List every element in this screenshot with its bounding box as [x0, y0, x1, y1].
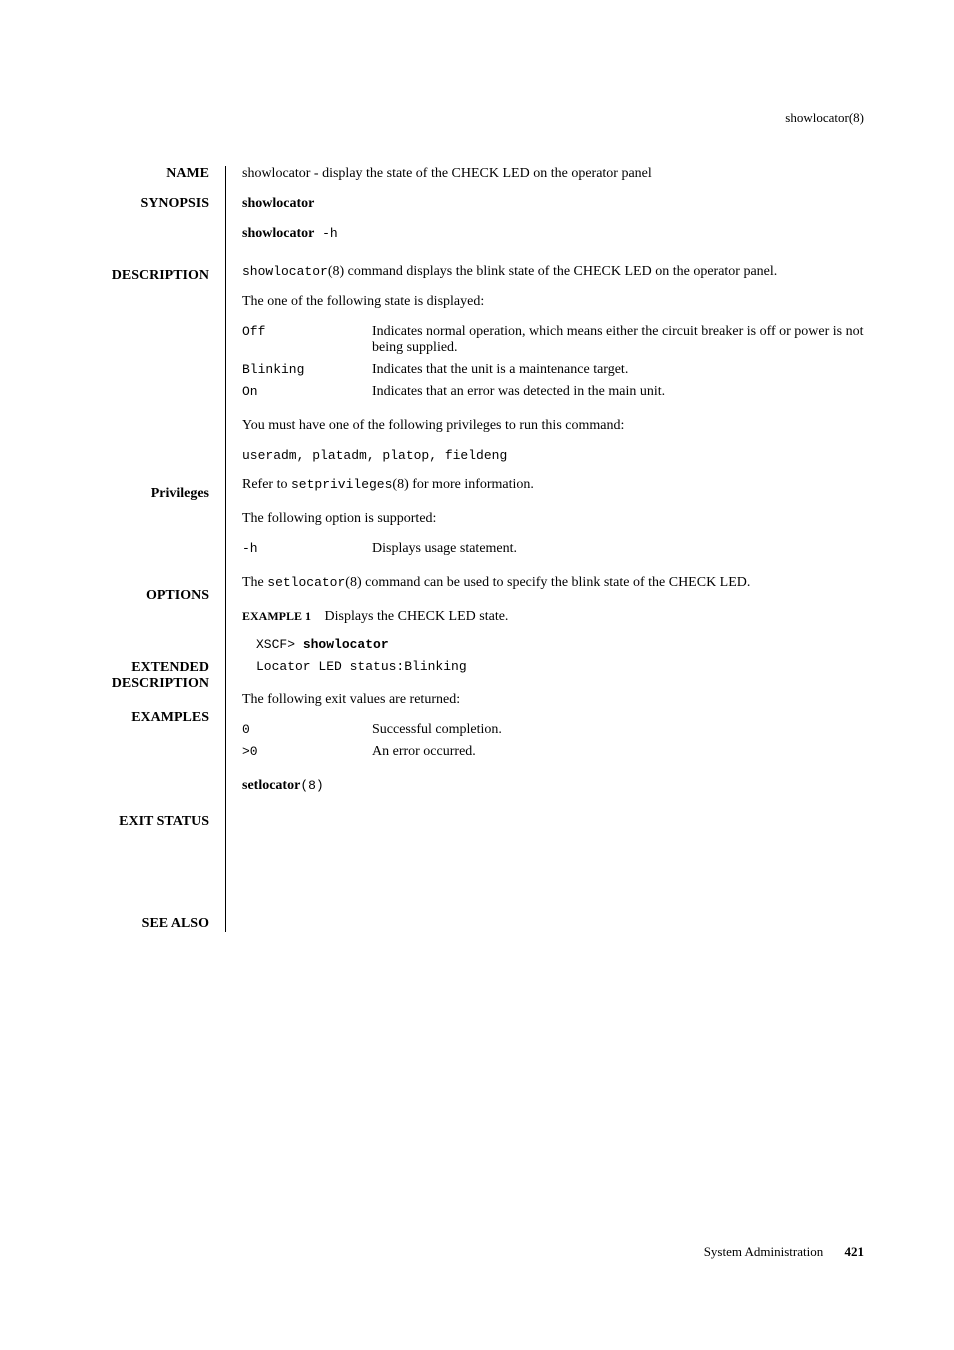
option-row: -hDisplays usage statement. [242, 541, 864, 557]
page-header: showlocator(8) [70, 110, 864, 126]
priv-p1: You must have one of the following privi… [242, 418, 864, 434]
code-output: Locator LED status:Blinking [256, 659, 864, 674]
exit-row: 0Successful completion. [242, 722, 864, 738]
exit-row: >0An error occurred. [242, 744, 864, 760]
seealso-cmd: setlocator [242, 778, 300, 793]
synopsis-line2b: -h [314, 226, 337, 241]
exit-term: >0 [242, 744, 372, 760]
synopsis-line2a: showlocator [242, 226, 314, 241]
state-desc: Indicates that an error was detected in … [372, 384, 864, 400]
label-exitstatus: EXIT STATUS [70, 814, 209, 830]
ext-p1a: The [242, 575, 267, 590]
code-cmd: showlocator [303, 637, 389, 652]
state-desc: Indicates normal operation, which means … [372, 324, 864, 356]
state-row: OffIndicates normal operation, which mea… [242, 324, 864, 356]
ext-p1c: (8) command can be used to specify the b… [345, 575, 750, 590]
priv-p3b: setprivileges [291, 477, 392, 492]
state-term: Blinking [242, 362, 372, 378]
example-label: EXAMPLE 1 [242, 609, 311, 623]
label-description: DESCRIPTION [70, 268, 209, 284]
footer-text: System Administration [704, 1244, 824, 1259]
exit-desc: An error occurred. [372, 744, 864, 760]
desc-p1a: showlocator [242, 264, 328, 279]
exit-p1: The following exit values are returned: [242, 692, 864, 708]
label-options: OPTIONS [70, 588, 209, 604]
label-seealso: SEE ALSO [70, 916, 209, 932]
synopsis-line1: showlocator [242, 196, 314, 211]
ext-p1b: setlocator [267, 575, 345, 590]
state-term: Off [242, 324, 372, 356]
code-prompt: XSCF> [256, 637, 303, 652]
priv-p3c: (8) for more information. [392, 477, 534, 492]
label-privileges: Privileges [70, 486, 209, 502]
state-term: On [242, 384, 372, 400]
label-name: NAME [70, 166, 209, 182]
page-footer: System Administration 421 [704, 1244, 864, 1260]
option-desc: Displays usage statement. [372, 541, 864, 557]
exit-term: 0 [242, 722, 372, 738]
exit-desc: Successful completion. [372, 722, 864, 738]
option-term: -h [242, 541, 372, 557]
state-desc: Indicates that the unit is a maintenance… [372, 362, 864, 378]
label-examples: EXAMPLES [70, 710, 209, 726]
desc-p1b: (8) command displays the blink state of … [328, 264, 777, 279]
priv-p2: useradm, platadm, platop, fieldeng [242, 448, 864, 463]
state-row: BlinkingIndicates that the unit is a mai… [242, 362, 864, 378]
priv-p3a: Refer to [242, 477, 291, 492]
name-text: showlocator - display the state of the C… [242, 166, 864, 182]
footer-page: 421 [845, 1244, 865, 1259]
example-text: Displays the CHECK LED state. [325, 609, 509, 624]
label-synopsis: SYNOPSIS [70, 196, 209, 212]
state-row: OnIndicates that an error was detected i… [242, 384, 864, 400]
desc-p2: The one of the following state is displa… [242, 294, 864, 310]
opt-p1: The following option is supported: [242, 511, 864, 527]
seealso-suffix: (8) [300, 778, 323, 793]
label-extdesc1: EXTENDED [70, 660, 209, 676]
label-extdesc2: DESCRIPTION [70, 676, 209, 692]
